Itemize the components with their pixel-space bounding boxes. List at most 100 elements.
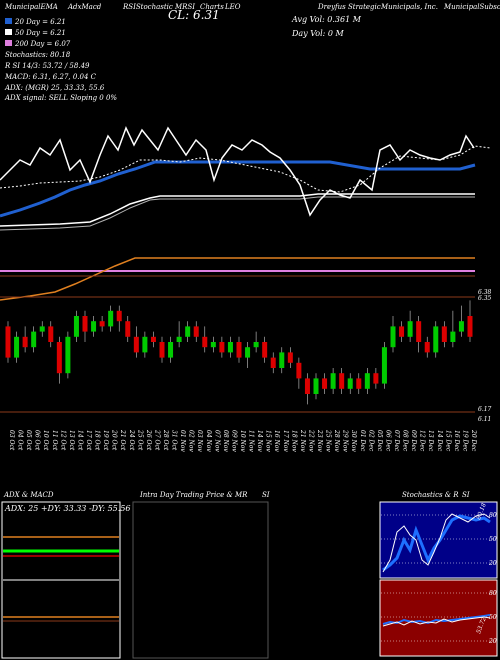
date-tick-label: 28 Nov [333, 429, 340, 452]
candle-body [99, 321, 105, 327]
intra-panel-title2: SI [262, 491, 270, 499]
date-tick-label: 26 Oct [145, 429, 152, 451]
candle-body [236, 342, 242, 358]
stoch-tick-20: 20 [488, 560, 497, 567]
legend: 20 Day = 6.21 50 Day = 6.21 200 Day = 6.… [5, 18, 71, 48]
candle-body [5, 326, 11, 358]
price-top-label: 6.38 [478, 289, 492, 296]
candle-body [381, 347, 387, 384]
date-tick-label: 05 Dec [376, 430, 383, 452]
candle-body [202, 336, 208, 348]
candle-body [296, 362, 302, 379]
candle-body [48, 326, 54, 342]
date-tick-label: 01 Dec [359, 430, 366, 452]
date-tick-label: 30 Nov [350, 430, 357, 452]
date-tick-label: 02 Nov [188, 430, 195, 452]
candle-body [219, 342, 225, 353]
ma20-line [0, 160, 476, 218]
candle-body [133, 336, 139, 353]
header-line1-c: RSIStochastic [122, 3, 173, 11]
date-tick-label: 15 Nov [265, 430, 272, 452]
rsi-text: R SI 14/3: 53.72 / 58.49 [4, 62, 90, 70]
date-tick-label: 17 Nov [282, 430, 289, 452]
legend-label-200: 200 Day = 6.07 [14, 40, 71, 48]
stoch-panel-title2: SI [462, 491, 470, 499]
date-tick-label: 07 Dec [393, 430, 400, 452]
rsi-tick-80: 80 [489, 590, 497, 597]
candle-body [176, 336, 182, 342]
stoch-panel-title: Stochastics & R [402, 491, 459, 499]
date-tick-label: 23 Nov [316, 429, 323, 452]
date-tick-label: 20 Oct [111, 429, 118, 451]
stoch-tick-80: 80 [489, 512, 497, 519]
stochastic-main-line [0, 126, 475, 217]
candle-body [330, 373, 336, 389]
date-tick-label: 06 Oct [34, 430, 41, 451]
date-tick-label: 16 Nov [273, 430, 280, 452]
candle-body [441, 326, 447, 342]
candle-body [39, 326, 45, 332]
candle-body [339, 373, 345, 389]
date-tick-label: 07 Nov [213, 430, 220, 452]
candle-body [287, 352, 293, 363]
stoch-white-line [382, 513, 491, 573]
date-tick-label: 10 Oct [42, 430, 49, 451]
stoch-tick-50: 50 [489, 536, 497, 543]
stochastics-text: Stochastics: 80.18 [5, 51, 71, 59]
date-tick-label: 09 Nov [230, 430, 237, 452]
header-line1-g: Dreyfus Strategic [317, 3, 381, 11]
candle-body [424, 342, 430, 353]
date-tick-label: 20 Dec [470, 429, 477, 452]
date-tick-label: 14 Nov [256, 430, 263, 452]
date-tick-label: 28 Oct [162, 429, 169, 451]
rsi-tick-20: 20 [488, 638, 497, 645]
candle-body [313, 378, 319, 394]
candlestick-series [5, 300, 473, 405]
candle-body [125, 321, 131, 337]
rsi-white-line [382, 616, 491, 627]
candle-body [304, 378, 310, 394]
candle-body [433, 326, 439, 353]
date-tick-label: 25 Oct [136, 429, 143, 451]
candle-body [116, 310, 122, 322]
stoch-blue-line [382, 514, 491, 572]
orange-line [0, 257, 475, 301]
rsi-blue-line [382, 614, 491, 625]
candle-body [407, 321, 413, 337]
candle-body [416, 321, 422, 342]
day-vol-label: Day Vol: 0 M [291, 29, 345, 38]
date-tick-label: 22 Nov [307, 429, 314, 452]
date-tick-label: 21 Nov [299, 429, 306, 452]
candle-body [185, 326, 191, 337]
close-label: CL: 6.31 [168, 8, 220, 22]
date-tick-label: 03 Oct [8, 430, 15, 451]
date-tick-label: 13 Dec [427, 430, 434, 452]
legend-swatch-50 [5, 29, 12, 35]
adx-text: ADX: (MGR) 25, 33.33, 55.6 [4, 84, 105, 92]
date-tick-label: 06 Dec [384, 430, 391, 452]
adx-panel-title: ADX & MACD [3, 491, 54, 499]
candle-body [108, 310, 114, 327]
date-tick-label: 18 Nov [290, 430, 297, 452]
date-tick-label: 21 Oct [119, 429, 126, 451]
date-tick-label: 09 Dec [410, 430, 417, 452]
date-tick-label: 29 Nov [342, 429, 349, 452]
candle-body [227, 342, 233, 353]
candle-body [399, 326, 405, 337]
date-tick-label: 04 Oct [17, 430, 24, 451]
price-bottom-label: 6.17 [478, 406, 492, 413]
candle-body [65, 336, 71, 374]
header-line1-i: MunicipalSubscription [443, 3, 500, 11]
date-tick-label: 14 Dec [436, 430, 443, 452]
candle-body [467, 316, 473, 337]
candle-body [159, 342, 165, 358]
date-tick-label: 02 Dec [367, 430, 374, 452]
adx-values-label: ADX: 25 +DY: 33.33 -DY: 55.56 [4, 504, 131, 513]
candle-body [91, 321, 97, 332]
date-tick-label: 15 Dec [444, 430, 451, 452]
candle-body [73, 316, 79, 337]
header-line1-e: Charts [200, 3, 224, 11]
candle-body [458, 321, 464, 332]
header-line1-f: LEO [224, 3, 241, 11]
legend-label-20: 20 Day = 6.21 [14, 18, 66, 26]
